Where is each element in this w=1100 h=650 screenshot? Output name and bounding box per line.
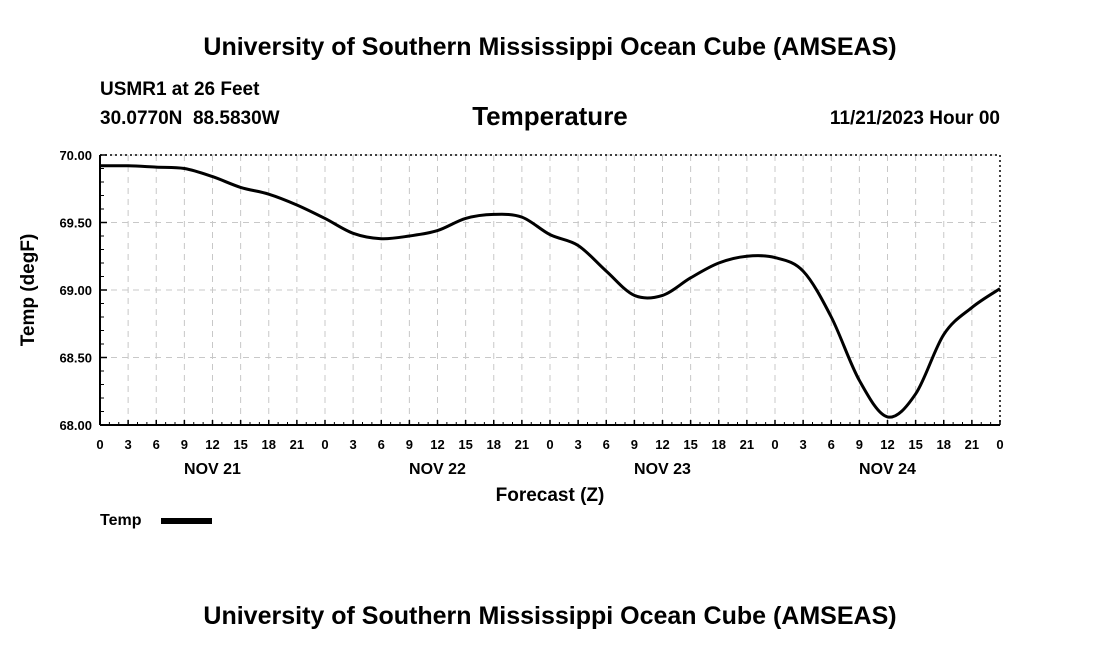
y-axis-label: Temp (degF) xyxy=(18,234,39,347)
temp-data-point xyxy=(745,255,748,258)
x-tick-label: 15 xyxy=(458,437,472,452)
x-tick-label: 0 xyxy=(996,437,1003,452)
x-tick-label: 3 xyxy=(800,437,807,452)
x-tick-label: 12 xyxy=(880,437,894,452)
temp-data-point xyxy=(155,166,158,169)
temp-data-point xyxy=(577,244,580,247)
x-tick-label: 6 xyxy=(378,437,385,452)
day-label: NOV 22 xyxy=(409,461,466,478)
x-tick-label: 15 xyxy=(233,437,247,452)
x-tick-label: 0 xyxy=(321,437,328,452)
day-label: NOV 23 xyxy=(634,461,691,478)
x-axis-ticks: 0 3 6 9 12 15 18 21 0 3 6 9 12 15 18 21 0 3 6 9 12 15 18 21 0 3 6 9… xyxy=(96,420,1004,478)
x-tick-label: 12 xyxy=(655,437,669,452)
temp-data-point xyxy=(605,270,608,273)
temp-data-point xyxy=(127,164,130,167)
x-tick-label: 3 xyxy=(125,437,132,452)
x-tick-label: 15 xyxy=(683,437,697,452)
temp-data-point xyxy=(295,203,298,206)
x-tick-label: 0 xyxy=(546,437,553,452)
y-tick-label: 70.00 xyxy=(59,148,92,163)
series-layer xyxy=(99,164,1002,419)
x-tick-label: 6 xyxy=(828,437,835,452)
x-tick-label: 12 xyxy=(205,437,219,452)
y-tick-label: 69.00 xyxy=(59,283,92,298)
x-tick-label: 9 xyxy=(181,437,188,452)
x-tick-label: 15 xyxy=(908,437,922,452)
temp-data-point xyxy=(999,287,1002,290)
y-tick-label: 68.00 xyxy=(59,418,92,433)
x-tick-label: 21 xyxy=(965,437,979,452)
temp-data-point xyxy=(914,392,917,395)
temp-data-point xyxy=(492,213,495,216)
x-tick-label: 6 xyxy=(153,437,160,452)
y-tick-label: 68.50 xyxy=(59,351,92,366)
x-tick-label: 3 xyxy=(575,437,582,452)
x-tick-label: 9 xyxy=(406,437,413,452)
variable-title: Temperature xyxy=(472,101,628,131)
x-tick-label: 18 xyxy=(262,437,276,452)
x-tick-label: 21 xyxy=(740,437,754,452)
footer-title: University of Southern Mississippi Ocean… xyxy=(203,602,896,630)
x-tick-label: 6 xyxy=(603,437,610,452)
temp-data-point xyxy=(689,276,692,279)
temp-data-point xyxy=(380,237,383,240)
datetime-label: 11/21/2023 Hour 00 xyxy=(830,108,1000,129)
day-label: NOV 21 xyxy=(184,461,241,478)
x-tick-label: 0 xyxy=(771,437,778,452)
temp-data-point xyxy=(352,232,355,235)
temp-data-point xyxy=(830,316,833,319)
main-title: University of Southern Mississippi Ocean… xyxy=(203,33,896,61)
temp-data-point xyxy=(267,193,270,196)
station-label: USMR1 at 26 Feet xyxy=(100,79,260,100)
temp-data-point xyxy=(858,379,861,382)
x-tick-label: 18 xyxy=(487,437,501,452)
temp-data-point xyxy=(408,235,411,238)
x-tick-label: 3 xyxy=(350,437,357,452)
x-axis-label: Forecast (Z) xyxy=(496,485,605,506)
y-tick-label: 69.50 xyxy=(59,216,92,231)
legend-label: Temp xyxy=(100,512,142,529)
temp-data-point xyxy=(520,216,523,219)
temp-data-point xyxy=(549,233,552,236)
day-label: NOV 24 xyxy=(859,461,916,478)
temp-data-point xyxy=(802,270,805,273)
temp-data-point xyxy=(99,164,102,167)
x-tick-label: 18 xyxy=(712,437,726,452)
x-tick-label: 9 xyxy=(856,437,863,452)
temp-data-point xyxy=(661,294,664,297)
y-axis-ticks: 68.00 68.50 69.00 69.50 70.00 xyxy=(59,148,107,433)
temp-data-point xyxy=(717,262,720,265)
x-tick-label: 12 xyxy=(430,437,444,452)
x-tick-label: 0 xyxy=(96,437,103,452)
temp-data-point xyxy=(464,217,467,220)
grid xyxy=(100,154,1000,426)
temp-series-line xyxy=(99,164,1001,419)
x-tick-label: 18 xyxy=(937,437,951,452)
temp-data-point xyxy=(942,333,945,336)
temp-data-point xyxy=(436,229,439,232)
temp-data-point xyxy=(324,217,327,220)
temp-data-point xyxy=(633,294,636,297)
coordinates-label: 30.0770N 88.5830W xyxy=(100,108,280,129)
temp-data-point xyxy=(970,306,973,309)
temp-data-point xyxy=(211,175,214,178)
temp-data-point xyxy=(183,167,186,170)
temp-data-point xyxy=(886,415,889,418)
x-tick-label: 21 xyxy=(515,437,529,452)
temp-data-point xyxy=(239,186,242,189)
x-tick-label: 21 xyxy=(290,437,304,452)
legend: Temp xyxy=(100,512,212,529)
temp-data-point xyxy=(774,256,777,259)
x-tick-label: 9 xyxy=(631,437,638,452)
